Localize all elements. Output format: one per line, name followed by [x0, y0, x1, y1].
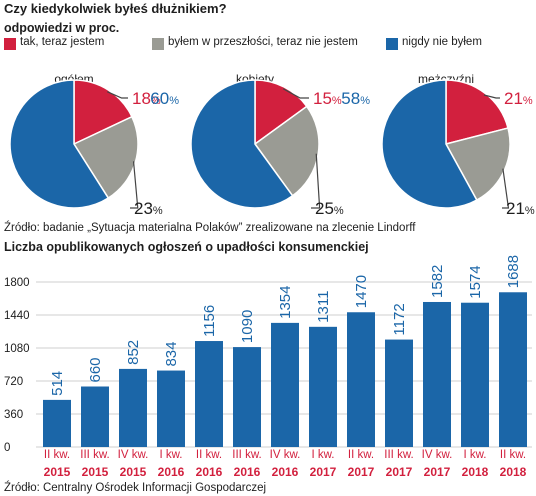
pie-slice: [190, 79, 294, 209]
bar-chart-title: Liczba opublikowanych ogłoszeń o upadłoś…: [4, 240, 369, 254]
bar-value-label: 1354: [277, 286, 294, 319]
legend-swatch-blue: [386, 38, 398, 50]
y-tick-label: 1080: [4, 343, 30, 355]
bar-value-label: 1582: [429, 265, 446, 298]
y-tick-label: 0: [4, 442, 10, 454]
leader-line: [282, 88, 309, 99]
x-tick-label: I kw.: [159, 449, 182, 461]
pie-value-label: 18%: [132, 89, 161, 108]
y-tick-label: 360: [4, 409, 23, 421]
pie-slice: [73, 79, 133, 146]
bar-value-label: 1574: [467, 265, 484, 298]
x-tick-label: II kw.: [44, 449, 70, 461]
x-tick-label: II kw.: [196, 449, 222, 461]
x-tick-label: II kw.: [348, 449, 374, 461]
x-tick-year: 2016: [158, 465, 185, 479]
bar-value-label: 834: [163, 342, 180, 367]
source-note: Źródło: Centralny Ośrodek Informacji Gos…: [4, 482, 267, 494]
legend-label: tak, teraz jestem: [20, 36, 105, 48]
pie-slice: [9, 79, 110, 209]
pie-value-label: 21%: [506, 199, 535, 218]
legend-swatch-gray: [152, 38, 164, 50]
bar: [423, 301, 451, 447]
pie-slice: [72, 115, 139, 200]
x-tick-label: III kw.: [232, 449, 261, 461]
bar-value-label: 514: [49, 371, 66, 396]
x-tick-label: IV kw.: [422, 449, 453, 461]
x-tick-year: 2018: [500, 465, 527, 479]
x-tick-label: III kw.: [384, 449, 413, 461]
bar-value-label: 1156: [201, 305, 218, 337]
y-tick-label: 720: [4, 376, 23, 388]
bar-value-label: 1470: [353, 275, 370, 308]
leader-line: [130, 161, 139, 209]
pie-value-label: 15%: [313, 89, 342, 108]
bar-value-label: 852: [125, 340, 142, 365]
y-tick-label: 1440: [4, 310, 30, 322]
y-tick-label: 1800: [4, 277, 30, 289]
bar: [347, 312, 375, 447]
legend-label: nigdy nie byłem: [402, 36, 482, 48]
x-tick-label: IV kw.: [270, 449, 301, 461]
x-tick-label: I kw.: [311, 449, 334, 461]
bar: [157, 370, 185, 447]
x-tick-year: 2018: [462, 465, 489, 479]
bar-value-label: 1688: [505, 255, 522, 288]
leader-line: [106, 91, 128, 99]
x-tick-year: 2016: [272, 465, 299, 479]
bar-value-label: 1090: [239, 310, 256, 343]
pie-value-label: 58%: [341, 89, 370, 108]
pie-value-label: 23%: [134, 199, 163, 218]
legend-label: byłem w przeszłości, teraz nie jestem: [168, 36, 358, 48]
leader-line: [311, 153, 321, 209]
bar: [461, 302, 489, 447]
pie-value-label: 60%: [150, 89, 179, 108]
x-tick-year: 2017: [348, 465, 375, 479]
x-tick-label: IV kw.: [118, 449, 149, 461]
x-tick-year: 2017: [310, 465, 337, 479]
bar: [119, 368, 147, 447]
x-tick-label: I kw.: [463, 449, 486, 461]
x-tick-year: 2016: [196, 465, 223, 479]
x-tick-year: 2015: [120, 465, 147, 479]
x-tick-year: 2017: [424, 465, 451, 479]
pie-slice: [445, 79, 509, 145]
pie-value-label: 21%: [504, 89, 533, 108]
source-note: Źródło: badanie „Sytuacja materialna Pol…: [4, 222, 416, 234]
pie-slice: [381, 79, 478, 209]
bar: [43, 399, 71, 447]
bar: [233, 347, 261, 447]
leader-line: [502, 168, 510, 209]
x-tick-label: III kw.: [80, 449, 109, 461]
x-tick-year: 2015: [44, 465, 71, 479]
bar-value-label: 1172: [391, 303, 408, 335]
bar: [271, 322, 299, 447]
bar-value-label: 660: [87, 357, 104, 382]
pie-slice: [254, 79, 308, 146]
legend-swatch-red: [4, 38, 16, 50]
bar: [499, 292, 527, 447]
pie-charts: ogółem18%23%59%kobiety15%25%60%mężczyźni…: [9, 72, 535, 218]
x-tick-year: 2016: [234, 465, 261, 479]
x-tick-year: 2017: [386, 465, 413, 479]
bar: [385, 339, 413, 447]
x-tick-year: 2015: [82, 465, 109, 479]
bar-value-label: 1311: [315, 291, 332, 323]
leader-line: [483, 94, 500, 99]
chart-title: Czy kiedykolwiek byłeś dłużnikiem?: [4, 1, 227, 16]
pie-slice: [253, 105, 320, 197]
pie-slice: [444, 127, 511, 202]
bar: [309, 326, 337, 447]
bar-chart: 0 360 720 1080 1440 1800 514 II kw. 2015 660 III k…: [4, 255, 532, 479]
bar: [195, 341, 223, 447]
bar: [81, 386, 109, 447]
chart-subtitle: odpowiedzi w proc.: [4, 21, 120, 35]
x-tick-label: II kw.: [500, 449, 526, 461]
pie-value-label: 25%: [315, 199, 344, 218]
